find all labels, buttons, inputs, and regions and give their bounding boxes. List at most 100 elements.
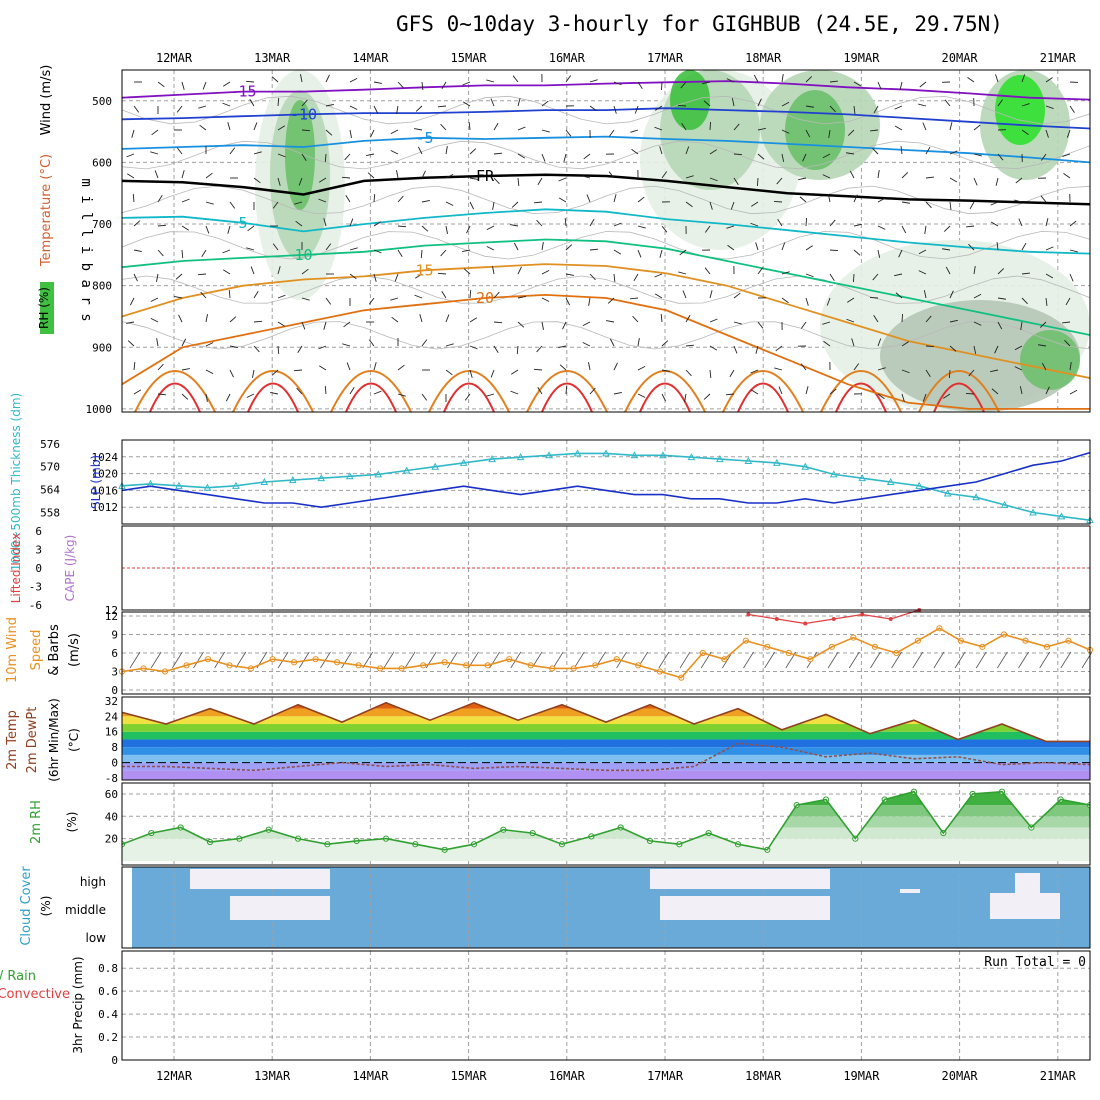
date-label-top: 20MAR	[942, 51, 979, 65]
precip-tick: 0.6	[98, 985, 118, 998]
wind-barb	[873, 105, 879, 114]
wind-barb	[805, 217, 808, 227]
wind-barb	[755, 242, 759, 251]
temp-band	[122, 702, 1090, 709]
wind-barb	[685, 146, 690, 155]
wind-barb	[805, 273, 814, 278]
wind-barb	[131, 129, 135, 138]
wind-barb	[829, 219, 836, 227]
temp-tick: 32	[105, 695, 118, 708]
wind-barb	[750, 389, 759, 395]
wind-barb	[589, 79, 598, 83]
wind-barb	[414, 128, 423, 131]
wind-barb	[822, 321, 831, 325]
rh-axis-label-1: 2m RH	[29, 800, 44, 844]
wind-barb	[918, 270, 927, 275]
wind-barb	[181, 81, 185, 90]
wind-barb	[925, 369, 931, 377]
isotherm-label: 5	[238, 214, 247, 232]
wind-barb	[318, 365, 327, 371]
surface-wind-barb	[404, 651, 416, 669]
wind-barb	[133, 105, 140, 113]
wind-barb	[517, 98, 521, 107]
wind-barb	[634, 105, 639, 114]
surface-wind-barb	[679, 651, 691, 669]
wind-barb	[533, 201, 543, 204]
wind-barb	[753, 74, 759, 83]
wind-barb	[583, 153, 591, 160]
wind-barb	[565, 385, 568, 395]
wind-barb	[181, 225, 190, 231]
wind-barb	[613, 392, 622, 395]
wind-barb	[826, 297, 831, 306]
wind-barb	[366, 153, 375, 156]
wind-barb	[1045, 77, 1053, 83]
wind-barb	[349, 77, 358, 83]
wind-barb	[827, 194, 831, 203]
rh-shading	[1020, 330, 1080, 390]
wind-barb	[847, 129, 855, 136]
wind-barb	[517, 126, 526, 131]
date-label-top: 12MAR	[156, 51, 193, 65]
wind-barb	[629, 297, 639, 300]
wind-barb	[157, 393, 167, 396]
wind-barb	[853, 105, 856, 114]
upper-air-fields	[122, 70, 1090, 412]
isotherm-line	[122, 107, 1090, 130]
date-label-bottom: 16MAR	[549, 1069, 586, 1083]
wind-barb	[486, 246, 495, 251]
wind-barb	[133, 249, 142, 252]
wind-barb	[318, 345, 327, 350]
rh-band	[122, 838, 1090, 861]
wind-barb	[469, 148, 477, 155]
wind-barb	[637, 81, 643, 89]
rh-tick: 60	[105, 788, 118, 801]
cloud-axis-label-1: Cloud Cover	[19, 866, 34, 946]
wind-barb	[877, 81, 882, 90]
cloud-axis-label-2: (%)	[39, 896, 53, 917]
date-label-top: 18MAR	[745, 51, 782, 65]
wind-barb	[966, 225, 975, 228]
wind-barb	[781, 153, 785, 162]
wind-barb	[493, 345, 499, 354]
wind-barb	[558, 197, 567, 203]
wind-barb	[222, 269, 231, 275]
wind-barb	[757, 153, 765, 160]
wind-barb	[373, 362, 377, 371]
isotherm-loop	[247, 382, 299, 412]
rh-contour	[122, 140, 1090, 170]
wind-barb	[490, 98, 495, 107]
rh-shading	[995, 75, 1045, 145]
cloud-block	[230, 896, 330, 920]
wind-barb	[877, 225, 886, 230]
wind-barb	[513, 242, 519, 251]
wind-barb	[517, 321, 525, 328]
temp-band	[122, 708, 1090, 717]
wind-barb	[150, 151, 159, 155]
wind-speed-line	[121, 627, 1091, 679]
wind-barb	[633, 273, 639, 282]
date-label-top: 19MAR	[843, 51, 880, 65]
thickness-tick: 564	[40, 484, 60, 497]
run-total-label: Run Total = 0	[984, 955, 1086, 970]
wind-barb	[536, 345, 543, 353]
wind-barb	[613, 273, 616, 283]
wind-barb	[301, 297, 310, 301]
isotherm-line	[122, 293, 1090, 410]
wind-barb	[246, 393, 255, 398]
wind-barb	[709, 345, 718, 351]
wind-barb	[773, 200, 783, 203]
cloud-level-label: low	[86, 931, 107, 945]
wind-barb	[228, 289, 231, 299]
wind-barb	[709, 201, 713, 210]
wind-barb	[462, 101, 471, 107]
wind-barb	[923, 290, 927, 299]
wind-barb	[781, 101, 790, 107]
wind-barb	[463, 268, 471, 275]
wind-barb	[1062, 321, 1071, 324]
isotherm-line	[122, 173, 1090, 206]
wind-barb	[632, 315, 639, 323]
wind-barb	[541, 297, 550, 302]
isotherm-label: -15	[229, 83, 256, 101]
wind-barb	[757, 267, 764, 275]
